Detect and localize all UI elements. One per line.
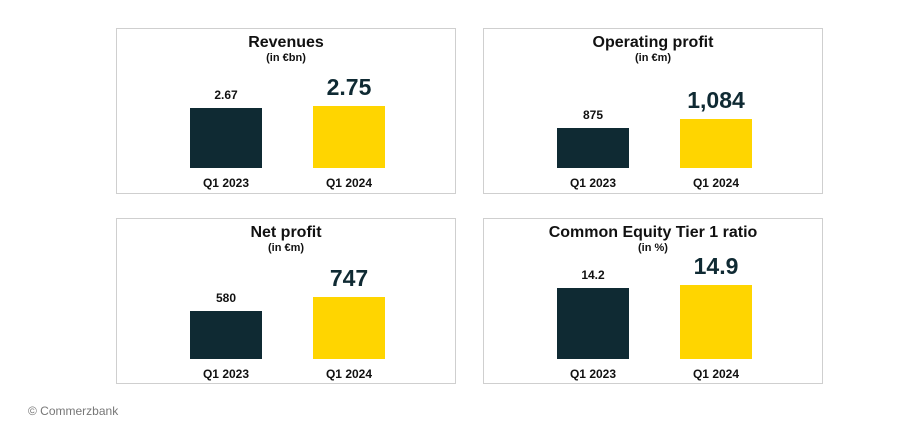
- cet1-ratio-panel: Common Equity Tier 1 ratio (in %) 14.2 Q1 2…: [483, 218, 823, 384]
- data-label: 875: [582, 108, 604, 122]
- data-label: 747: [329, 265, 369, 291]
- category-label: Q1 2023: [202, 367, 250, 381]
- chart-subtitle: (in €m): [634, 52, 672, 64]
- data-label: 580: [215, 291, 237, 305]
- category-label: Q1 2023: [569, 176, 617, 190]
- net-profit-panel: Net profit (in €m) 580 Q1 2023 747 Q1 2024: [116, 218, 456, 384]
- copyright-notice: © Commerzbank: [28, 404, 119, 418]
- chart-subtitle: (in %): [638, 242, 668, 254]
- revenues-panel: Revenues (in €bn) 2.67 Q1 2023 2.75 Q1 2024: [116, 28, 456, 194]
- category-label: Q1 2024: [692, 367, 740, 381]
- bar-q1-2023: [190, 108, 262, 168]
- bar-q1-2023: [557, 128, 629, 168]
- category-label: Q1 2024: [325, 367, 373, 381]
- data-label: 14.9: [693, 253, 739, 279]
- bar-q1-2024: [680, 119, 752, 168]
- category-label: Q1 2024: [325, 176, 373, 190]
- bar-q1-2023: [190, 311, 262, 359]
- chart-title: Net profit: [250, 224, 322, 241]
- category-label: Q1 2024: [692, 176, 740, 190]
- data-label: 14.2: [581, 268, 605, 282]
- data-label: 2.75: [326, 74, 372, 100]
- chart-subtitle: (in €bn): [266, 52, 306, 64]
- bar-q1-2023: [557, 288, 629, 359]
- chart-title: Operating profit: [592, 34, 714, 51]
- chart-title: Revenues: [248, 34, 324, 51]
- category-label: Q1 2023: [569, 367, 617, 381]
- category-label: Q1 2023: [202, 176, 250, 190]
- chart-title: Common Equity Tier 1 ratio: [548, 224, 758, 241]
- bar-q1-2024: [313, 297, 385, 359]
- chart-subtitle: (in €m): [267, 242, 305, 254]
- operating-profit-panel: Operating profit (in €m) 875 Q1 2023 1,084 Q1…: [483, 28, 823, 194]
- bar-q1-2024: [313, 106, 385, 168]
- data-label: 2.67: [214, 88, 238, 102]
- data-label: 1,084: [687, 87, 745, 113]
- bar-q1-2024: [680, 285, 752, 359]
